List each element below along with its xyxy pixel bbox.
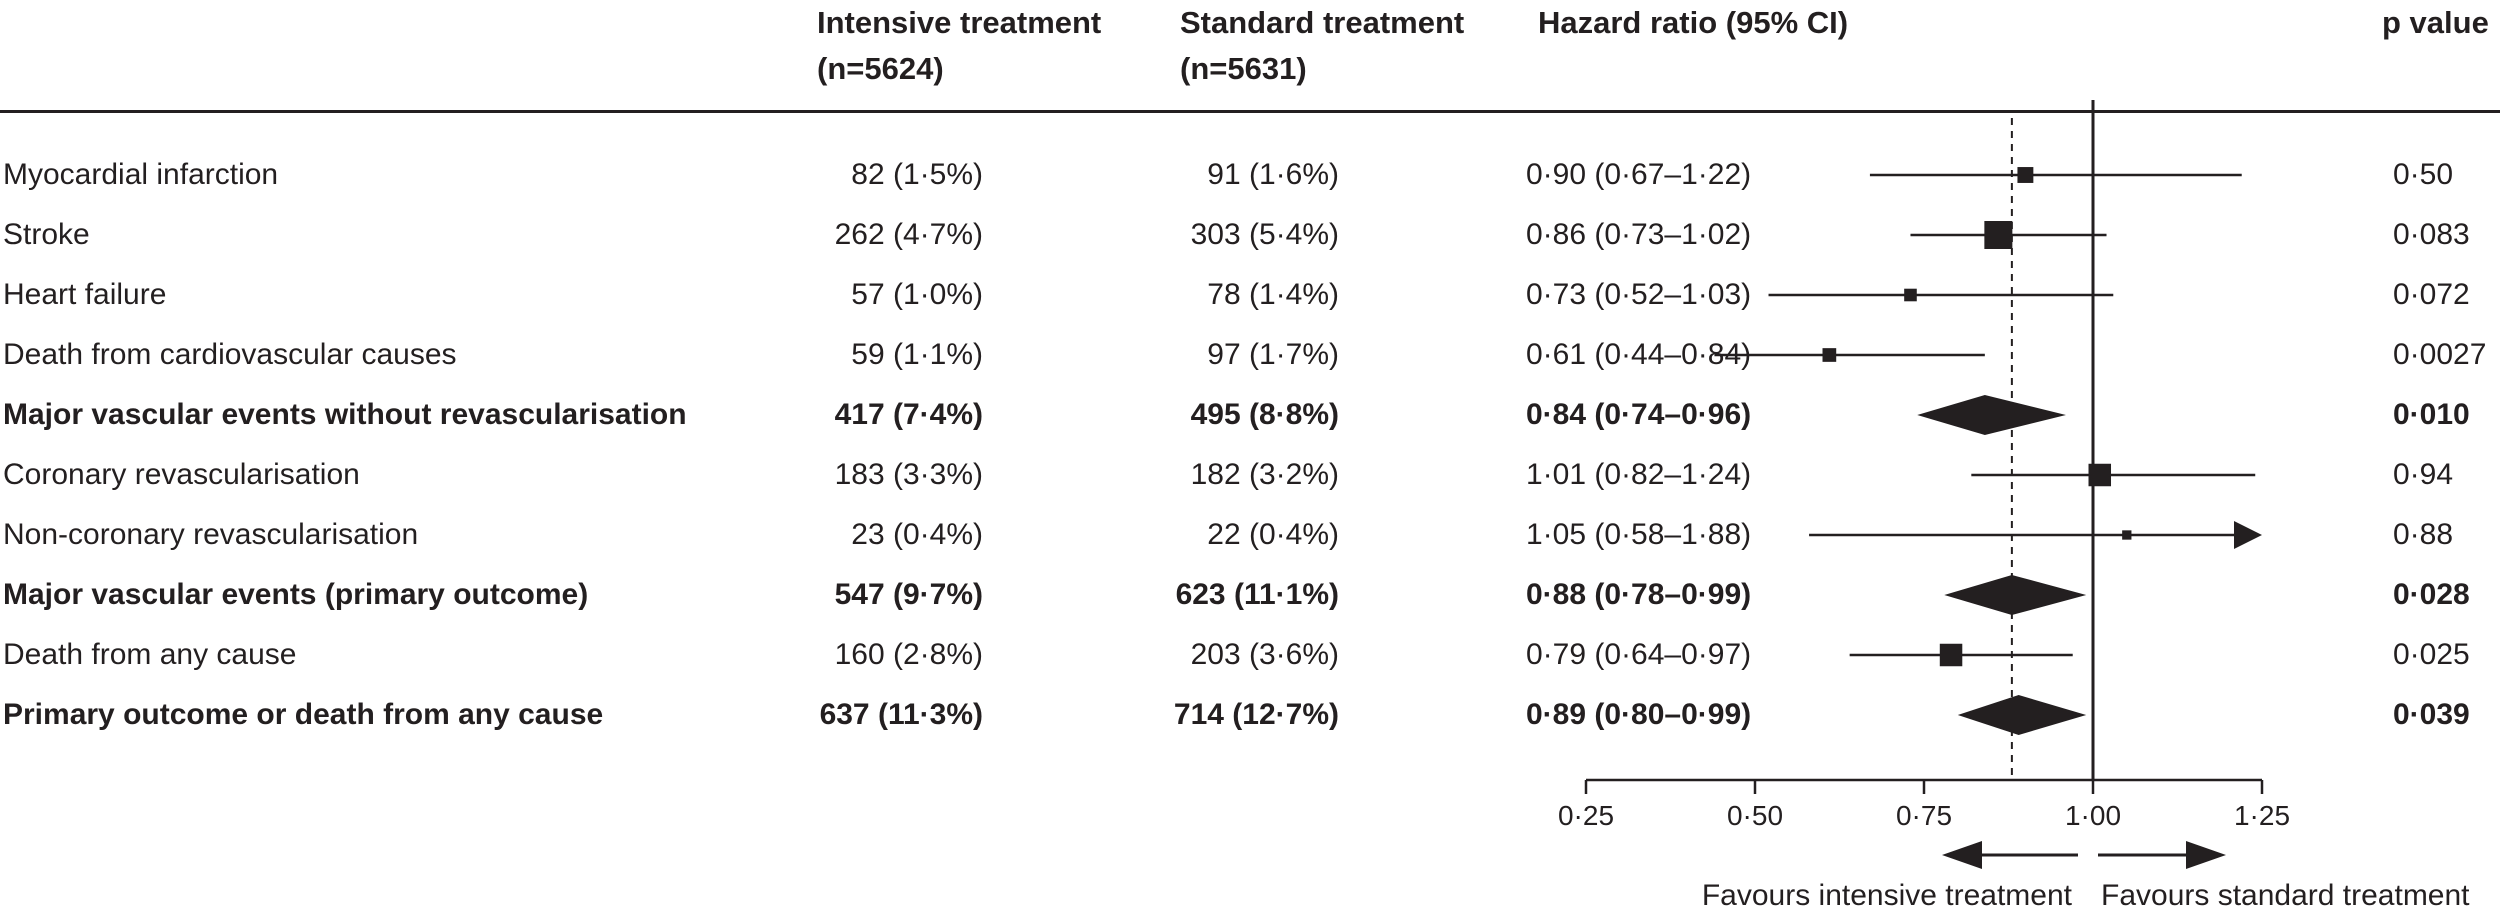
table-row: Non-coronary revascularisation 23 (0·4%) 2…	[0, 515, 2500, 555]
row-label: Primary outcome or death from any cause	[3, 698, 604, 731]
header-p-value: p value	[2382, 0, 2489, 46]
p-value: 0·94	[2393, 458, 2454, 491]
row-label: Death from cardiovascular causes	[3, 338, 457, 371]
table-row: Primary outcome or death from any cause 6…	[0, 695, 2500, 735]
standard-count: 495 (8·8%)	[1190, 398, 1339, 431]
estimate-square	[2088, 463, 2112, 487]
intensive-count: 183 (3·3%)	[834, 458, 983, 491]
hazard-ratio-text: 0·73 (0·52–1·03)	[1526, 278, 1752, 311]
standard-count: 623 (11·1%)	[1175, 578, 1339, 611]
hazard-ratio-text: 0·61 (0·44–0·84)	[1526, 338, 1752, 371]
p-value: 0·88	[2393, 518, 2454, 551]
table-row: Death from any cause 160 (2·8%) 203 (3·6%)…	[0, 635, 2500, 675]
favours-right-arrow-head	[2186, 841, 2226, 869]
table-row: Major vascular events without revascular…	[0, 395, 2500, 435]
standard-count: 78 (1·4%)	[1207, 278, 1339, 311]
standard-count: 22 (0·4%)	[1207, 518, 1339, 551]
hazard-ratio-text: 0·79 (0·64–0·97)	[1526, 638, 1752, 671]
row-label: Myocardial infarction	[3, 158, 279, 191]
table-row: Coronary revascularisation 183 (3·3%) 182 …	[0, 455, 2500, 495]
hazard-ratio-text: 0·88 (0·78–0·99)	[1526, 578, 1752, 611]
estimate-square	[1822, 348, 1837, 362]
favours-right-label: Favours standard treatment	[2101, 879, 2470, 912]
hazard-ratio-text: 1·05 (0·58–1·88)	[1526, 518, 1752, 551]
intensive-count: 57 (1·0%)	[851, 278, 983, 311]
favours-left-arrow-head	[1942, 841, 1982, 869]
estimate-square	[2017, 167, 2034, 183]
row-label: Major vascular events (primary outcome)	[3, 578, 589, 611]
p-value: 0·083	[2393, 218, 2470, 251]
standard-count: 182 (3·2%)	[1190, 458, 1339, 491]
intensive-count: 262 (4·7%)	[834, 218, 983, 251]
row-label: Death from any cause	[3, 638, 297, 671]
row-label: Heart failure	[3, 278, 167, 311]
standard-count: 303 (5·4%)	[1190, 218, 1339, 251]
estimate-diamond	[1957, 695, 2087, 735]
estimate-square	[1939, 643, 1963, 667]
estimate-square	[1984, 221, 2013, 249]
intensive-count: 59 (1·1%)	[851, 338, 983, 371]
estimate-diamond	[1944, 575, 2087, 615]
table-row: Major vascular events (primary outcome) 5…	[0, 575, 2500, 615]
header-p-value-text: p value	[2382, 5, 2489, 40]
header-rule	[0, 110, 2500, 113]
hazard-ratio-text: 0·89 (0·80–0·99)	[1526, 698, 1752, 731]
x-tick-label: 0·25	[1558, 800, 1614, 831]
table-row: Stroke 262 (4·7%) 303 (5·4%) 0·86 (0·73–1·0…	[0, 215, 2500, 255]
p-value: 0·50	[2393, 158, 2454, 191]
ci-arrow	[2234, 521, 2262, 549]
estimate-diamond	[1917, 395, 2066, 435]
standard-count: 203 (3·6%)	[1190, 638, 1339, 671]
intensive-count: 417 (7·4%)	[834, 398, 983, 431]
x-tick-label: 0·50	[1727, 800, 1783, 831]
header-standard-line2: (n=5631)	[1180, 51, 1307, 86]
p-value: 0·039	[2393, 698, 2470, 731]
favours-left-label: Favours intensive treatment	[1702, 879, 2073, 912]
hazard-ratio-text: 0·90 (0·67–1·22)	[1526, 158, 1752, 191]
row-label: Stroke	[3, 218, 90, 251]
hazard-ratio-text: 0·86 (0·73–1·02)	[1526, 218, 1752, 251]
intensive-count: 547 (9·7%)	[834, 578, 983, 611]
header-intensive-line1: Intensive treatment	[817, 5, 1102, 40]
p-value: 0·028	[2393, 578, 2470, 611]
row-label: Major vascular events without revascular…	[3, 398, 687, 431]
header-hazard-ratio: Hazard ratio (95% CI)	[1538, 0, 1848, 46]
header-intensive: Intensive treatment (n=5624)	[817, 0, 1101, 92]
header-hazard-ratio-text: Hazard ratio (95% CI)	[1538, 5, 1849, 40]
table-row: Heart failure 57 (1·0%) 78 (1·4%) 0·73 (0·5…	[0, 275, 2500, 315]
p-value: 0·072	[2393, 278, 2470, 311]
intensive-count: 82 (1·5%)	[851, 158, 983, 191]
hazard-ratio-text: 0·84 (0·74–0·96)	[1526, 398, 1752, 431]
intensive-count: 23 (0·4%)	[851, 518, 983, 551]
standard-count: 97 (1·7%)	[1207, 338, 1339, 371]
estimate-square	[1904, 288, 1917, 302]
row-label: Coronary revascularisation	[3, 458, 360, 491]
header-standard-line1: Standard treatment	[1180, 5, 1465, 40]
x-tick-label: 1·25	[2234, 800, 2290, 831]
header-standard: Standard treatment (n=5631)	[1180, 0, 1464, 92]
p-value: 0·0027	[2393, 338, 2487, 371]
standard-count: 91 (1·6%)	[1207, 158, 1339, 191]
x-tick-label: 1·00	[2065, 800, 2121, 831]
x-tick-label: 0·75	[1896, 800, 1952, 831]
intensive-count: 637 (11·3%)	[819, 698, 983, 731]
header-intensive-line2: (n=5624)	[817, 51, 944, 86]
standard-count: 714 (12·7%)	[1173, 698, 1339, 731]
table-row: Death from cardiovascular causes 59 (1·1%…	[0, 335, 2500, 375]
p-value: 0·025	[2393, 638, 2470, 671]
estimate-square	[2122, 530, 2132, 540]
row-label: Non-coronary revascularisation	[3, 518, 419, 551]
table-row: Myocardial infarction 82 (1·5%) 91 (1·6%) 0…	[0, 155, 2500, 195]
intensive-count: 160 (2·8%)	[834, 638, 983, 671]
p-value: 0·010	[2393, 398, 2470, 431]
hazard-ratio-text: 1·01 (0·82–1·24)	[1526, 458, 1752, 491]
